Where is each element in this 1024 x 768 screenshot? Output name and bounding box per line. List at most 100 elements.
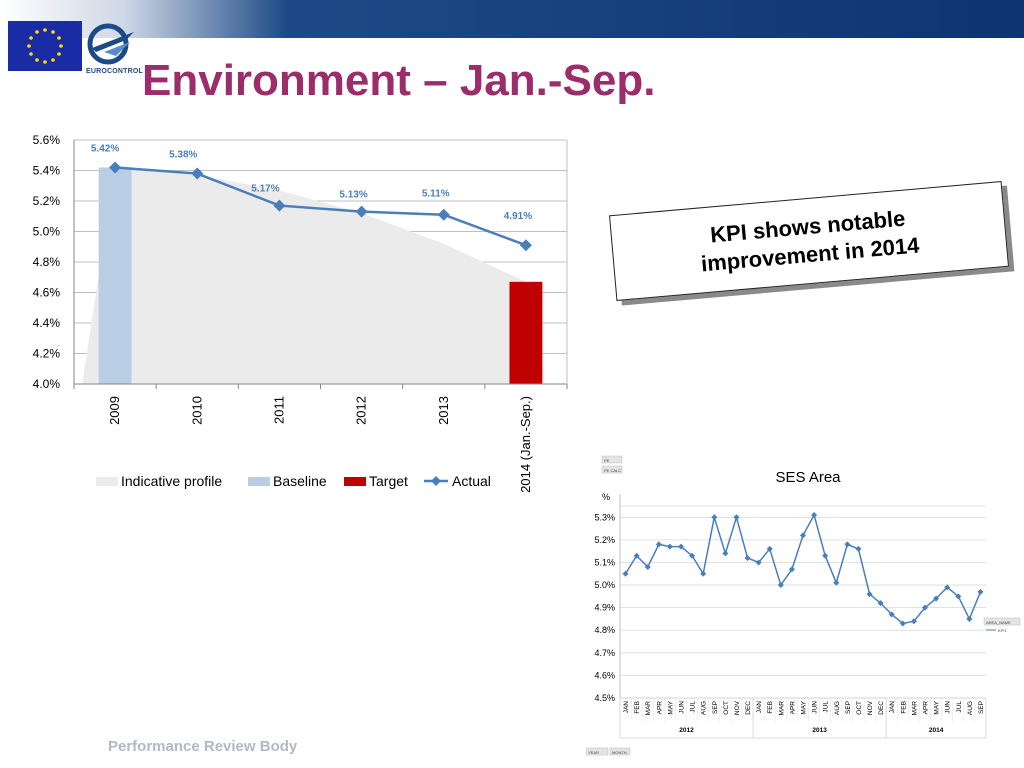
baseline-bar — [98, 167, 132, 384]
inset-month-label: OCT — [856, 701, 863, 715]
inset-legend-head-label: AREA_NAME — [986, 620, 1011, 625]
filter-chip — [601, 465, 623, 474]
inset-y-unit: % — [602, 492, 610, 502]
inset-series-point — [622, 570, 629, 577]
y-tick-label: 4.6% — [33, 286, 61, 300]
filter-chip — [609, 747, 631, 756]
y-tick-label: 4.8% — [33, 255, 61, 269]
legend-swatch — [96, 477, 118, 486]
inset-month-label: JAN — [756, 701, 763, 714]
inset-y-tick-label: 5.3% — [594, 512, 615, 522]
filter-chip — [586, 747, 609, 756]
inset-month-label: APR — [789, 701, 796, 715]
legend-marker — [431, 476, 441, 486]
inset-month-label: JUL — [823, 701, 830, 713]
inset-y-tick-label: 4.8% — [594, 625, 615, 635]
x-tick-label: 2011 — [271, 396, 286, 424]
eurocontrol-logo-icon — [87, 23, 134, 65]
header-bar — [0, 0, 1024, 38]
inset-month-label: SEP — [712, 701, 719, 714]
inset-series-point — [666, 543, 673, 550]
inset-series-point — [788, 566, 795, 573]
legend-label: Baseline — [273, 473, 327, 489]
x-tick-label: 2010 — [189, 396, 204, 425]
page-title: Environment – Jan.-Sep. — [142, 56, 656, 105]
inset-legend-head — [983, 617, 1021, 626]
inset-month-label: MAY — [667, 700, 674, 714]
legend-label: Actual — [452, 473, 491, 489]
target-bar — [509, 281, 543, 384]
x-tick-label: 2014 (Jan.-Sep.) — [518, 396, 533, 493]
legend-label: Target — [369, 473, 408, 489]
inset-series-point — [733, 514, 740, 521]
inset-series-point — [811, 512, 818, 519]
inset-y-tick-label: 5.1% — [594, 557, 615, 567]
actual-point — [519, 239, 532, 252]
inset-month-label: FEB — [767, 701, 774, 714]
actual-point — [273, 199, 286, 212]
actual-line — [114, 166, 527, 247]
inset-series-point — [933, 595, 940, 602]
data-label: 5.42% — [91, 143, 119, 154]
filter-chip-label: PE CALC — [604, 468, 621, 473]
x-tick-label: 2009 — [107, 396, 122, 425]
inset-series-point — [800, 532, 806, 539]
inset-month-label: NOV — [734, 700, 741, 715]
inset-month-label: MAR — [645, 701, 652, 716]
inset-title: SES Area — [775, 469, 841, 486]
inset-month-label: JUL — [690, 701, 697, 713]
inset-month-label: MAR — [778, 701, 785, 716]
callout-box: KPI shows notable improvement in 2014 — [609, 180, 1009, 302]
data-label: 5.17% — [251, 184, 279, 195]
indicative-profile-area — [82, 167, 526, 384]
inset-series-point — [822, 552, 829, 559]
data-label: 5.13% — [339, 190, 367, 201]
inset-series-point — [689, 552, 696, 559]
inset-month-label: DEC — [745, 701, 752, 715]
actual-point — [437, 208, 450, 221]
inset-series-point — [633, 552, 640, 559]
actual-point — [109, 161, 122, 174]
inset-year-label: 2013 — [812, 727, 827, 734]
inset-series-point — [655, 541, 662, 548]
inset-y-tick-label: 5.2% — [594, 535, 615, 545]
ses-area-chart: PE PE CALC YEAR MONTH SES Area% 4.5% 4.6% 4.7% 4… — [586, 452, 1022, 760]
legend-swatch — [344, 477, 366, 486]
inset-month-label: MAR — [911, 701, 918, 716]
inset-series-point — [955, 593, 962, 600]
footer-text: Performance Review Body — [108, 738, 298, 755]
inset-series-point — [844, 541, 851, 548]
inset-year-label: 2014 — [929, 727, 944, 734]
inset-series-point — [755, 559, 762, 566]
y-tick-label: 4.4% — [33, 316, 61, 330]
inset-y-tick-label: 4.5% — [594, 693, 615, 703]
inset-month-label: AUG — [967, 701, 974, 715]
data-label: 5.38% — [169, 150, 197, 161]
inset-series-point — [644, 563, 651, 570]
y-tick-label: 4.2% — [33, 347, 61, 361]
data-label: 4.91% — [504, 211, 532, 222]
inset-month-label: NOV — [867, 700, 874, 715]
y-tick-label: 5.0% — [33, 225, 61, 239]
filter-chip-label: MONTH — [612, 750, 627, 755]
filter-chip-label: YEAR — [588, 750, 599, 755]
inset-month-label: JAN — [623, 701, 630, 714]
eu-flag-icon — [8, 21, 82, 71]
inset-series-point — [678, 543, 684, 550]
data-label: 5.11% — [422, 189, 450, 200]
inset-month-label: FEB — [634, 701, 641, 714]
inset-series-point — [888, 611, 895, 618]
inset-month-label: JUL — [956, 701, 963, 713]
inset-month-label: OCT — [723, 701, 730, 715]
inset-series-point — [855, 545, 862, 552]
inset-series-point — [866, 591, 873, 598]
inset-series-point — [966, 615, 973, 622]
inset-series-point — [777, 582, 784, 589]
inset-year-label: 2012 — [679, 727, 694, 734]
inset-month-label: JUN — [679, 701, 686, 714]
inset-month-label: JUN — [812, 701, 819, 714]
actual-point — [355, 205, 368, 218]
inset-month-label: JAN — [889, 701, 896, 714]
inset-series-point — [910, 618, 917, 625]
inset-month-label: FEB — [900, 701, 907, 714]
